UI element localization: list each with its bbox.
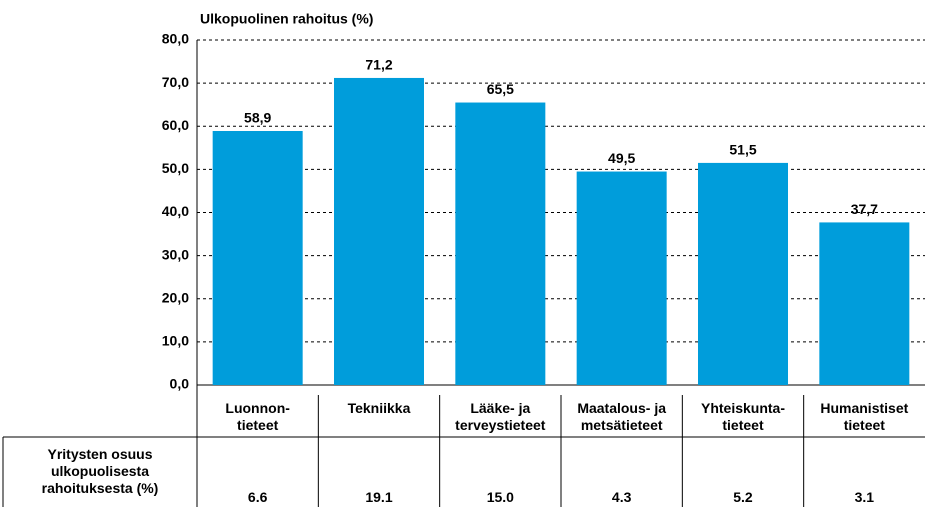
x-tick-label: Humanistiset tieteet [820,400,909,433]
table-value: 5.2 [733,489,753,505]
y-tick-label: 60,0 [162,117,189,133]
y-tick-label: 50,0 [162,160,189,176]
y-tick-label: 40,0 [162,203,189,219]
table-value: 15.0 [486,489,514,505]
y-tick-label: 10,0 [162,333,189,349]
y-axis-title: Ulkopuolinen rahoitus (%) [200,11,373,27]
bar [819,222,910,385]
value-label: 58,9 [244,110,271,126]
x-tick-label: Maatalous- ja metsätieteet [577,400,667,433]
y-tick-label: 30,0 [162,246,189,262]
value-label: 65,5 [487,81,514,97]
x-tick-label: Lääke- ja terveystieteet [455,400,546,433]
y-tick-label: 80,0 [162,31,189,47]
bar [698,162,788,385]
table-value: 3.1 [854,489,875,505]
x-tick-label: Yhteiskunta- tieteet [700,400,785,433]
y-tick-label: 70,0 [162,74,189,90]
bar [334,77,424,385]
value-label: 51,5 [729,142,756,158]
value-label: 37,7 [851,201,878,217]
table-value: 19.1 [365,489,393,505]
y-tick-label: 0,0 [170,376,190,392]
x-tick-label: Tekniikka [347,400,411,416]
bar [576,171,667,385]
value-label: 49,5 [608,150,635,166]
bar [212,130,303,385]
bar [455,102,546,385]
table-value: 4.3 [611,489,632,505]
x-tick-label: Luonnon- tieteet [225,400,290,433]
table-value: 6.6 [247,489,268,505]
value-label: 71,2 [365,57,392,73]
table-row-label: Yritysten osuus ulkopuolisesta rahoituks… [41,446,159,496]
y-tick-label: 20,0 [162,289,189,305]
